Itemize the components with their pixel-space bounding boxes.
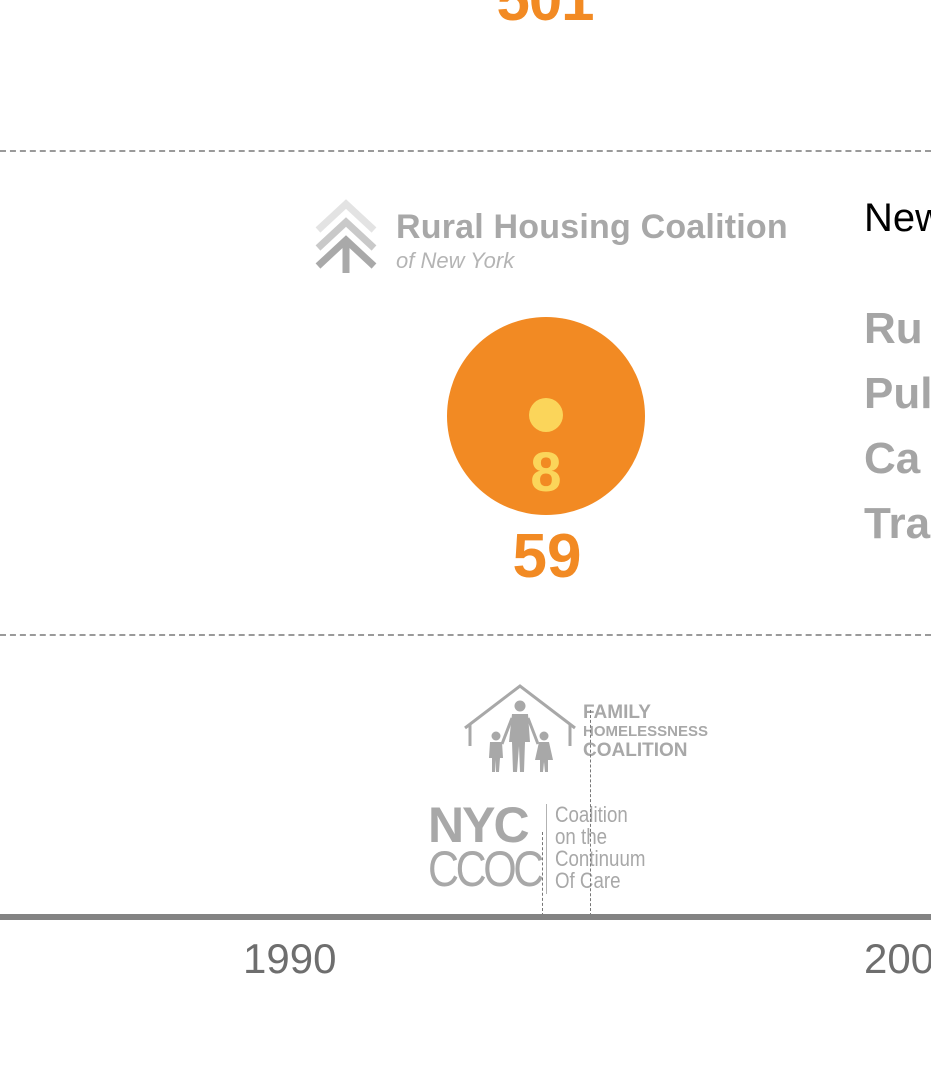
details-list-item: Pul	[864, 369, 931, 418]
nyc-ccoc-logo: NYC CCOC Coalition on the Continuum Of C…	[428, 800, 668, 900]
family-homelessness-coalition-logo: FAMILY HOMELESSNESS COALITION	[462, 684, 732, 780]
bubble-count: 59	[512, 522, 582, 591]
family-logo-line: COALITION	[583, 740, 688, 761]
details-list-item: Ca	[864, 434, 921, 483]
details-list: Ru Pul Ca Tra	[864, 296, 931, 556]
nyc-ccoc-description-line: on the	[555, 824, 607, 849]
nyc-ccoc-abbr-top: NYC	[428, 797, 530, 853]
pine-tree-chevron-icon	[315, 199, 377, 273]
section-divider-bottom	[0, 634, 931, 636]
bubble-dot-icon	[529, 398, 563, 432]
timeline-axis	[0, 914, 931, 920]
top-organization-count: 501	[496, 0, 594, 30]
rural-housing-coalition-name: Rural Housing Coalition	[396, 208, 788, 246]
family-logo-line: FAMILY	[583, 702, 651, 723]
nyc-ccoc-description-line: Coalition	[555, 802, 628, 827]
timeline-label-1990: 1990	[243, 935, 337, 982]
family-house-icon	[464, 684, 576, 772]
rural-housing-coalition-logo: Rural Housing Coalition of New York	[312, 196, 812, 278]
nyc-ccoc-description-line: Of Care	[555, 868, 621, 893]
bubble-inner-value: 8	[530, 440, 562, 503]
timeline-label-2000: 200	[864, 935, 931, 982]
nyc-ccoc-description: Coalition on the Continuum Of Care	[555, 804, 645, 892]
nyc-ccoc-abbr-bottom: CCOC	[428, 841, 544, 897]
timeline-marker-line	[542, 832, 543, 916]
nyc-ccoc-description-line: Continuum	[555, 846, 646, 871]
family-homelessness-coalition-text: FAMILY HOMELESSNESS COALITION	[583, 703, 708, 760]
section-divider-top	[0, 150, 931, 152]
timeline-marker-line	[590, 710, 591, 916]
nyc-ccoc-divider	[546, 804, 547, 894]
family-logo-line: HOMELESSNESS	[583, 723, 709, 740]
details-list-item: Tra	[864, 499, 931, 548]
details-heading: New	[864, 196, 931, 240]
rural-housing-coalition-subtitle: of New York	[396, 248, 515, 273]
details-list-item: Ru	[864, 304, 923, 353]
